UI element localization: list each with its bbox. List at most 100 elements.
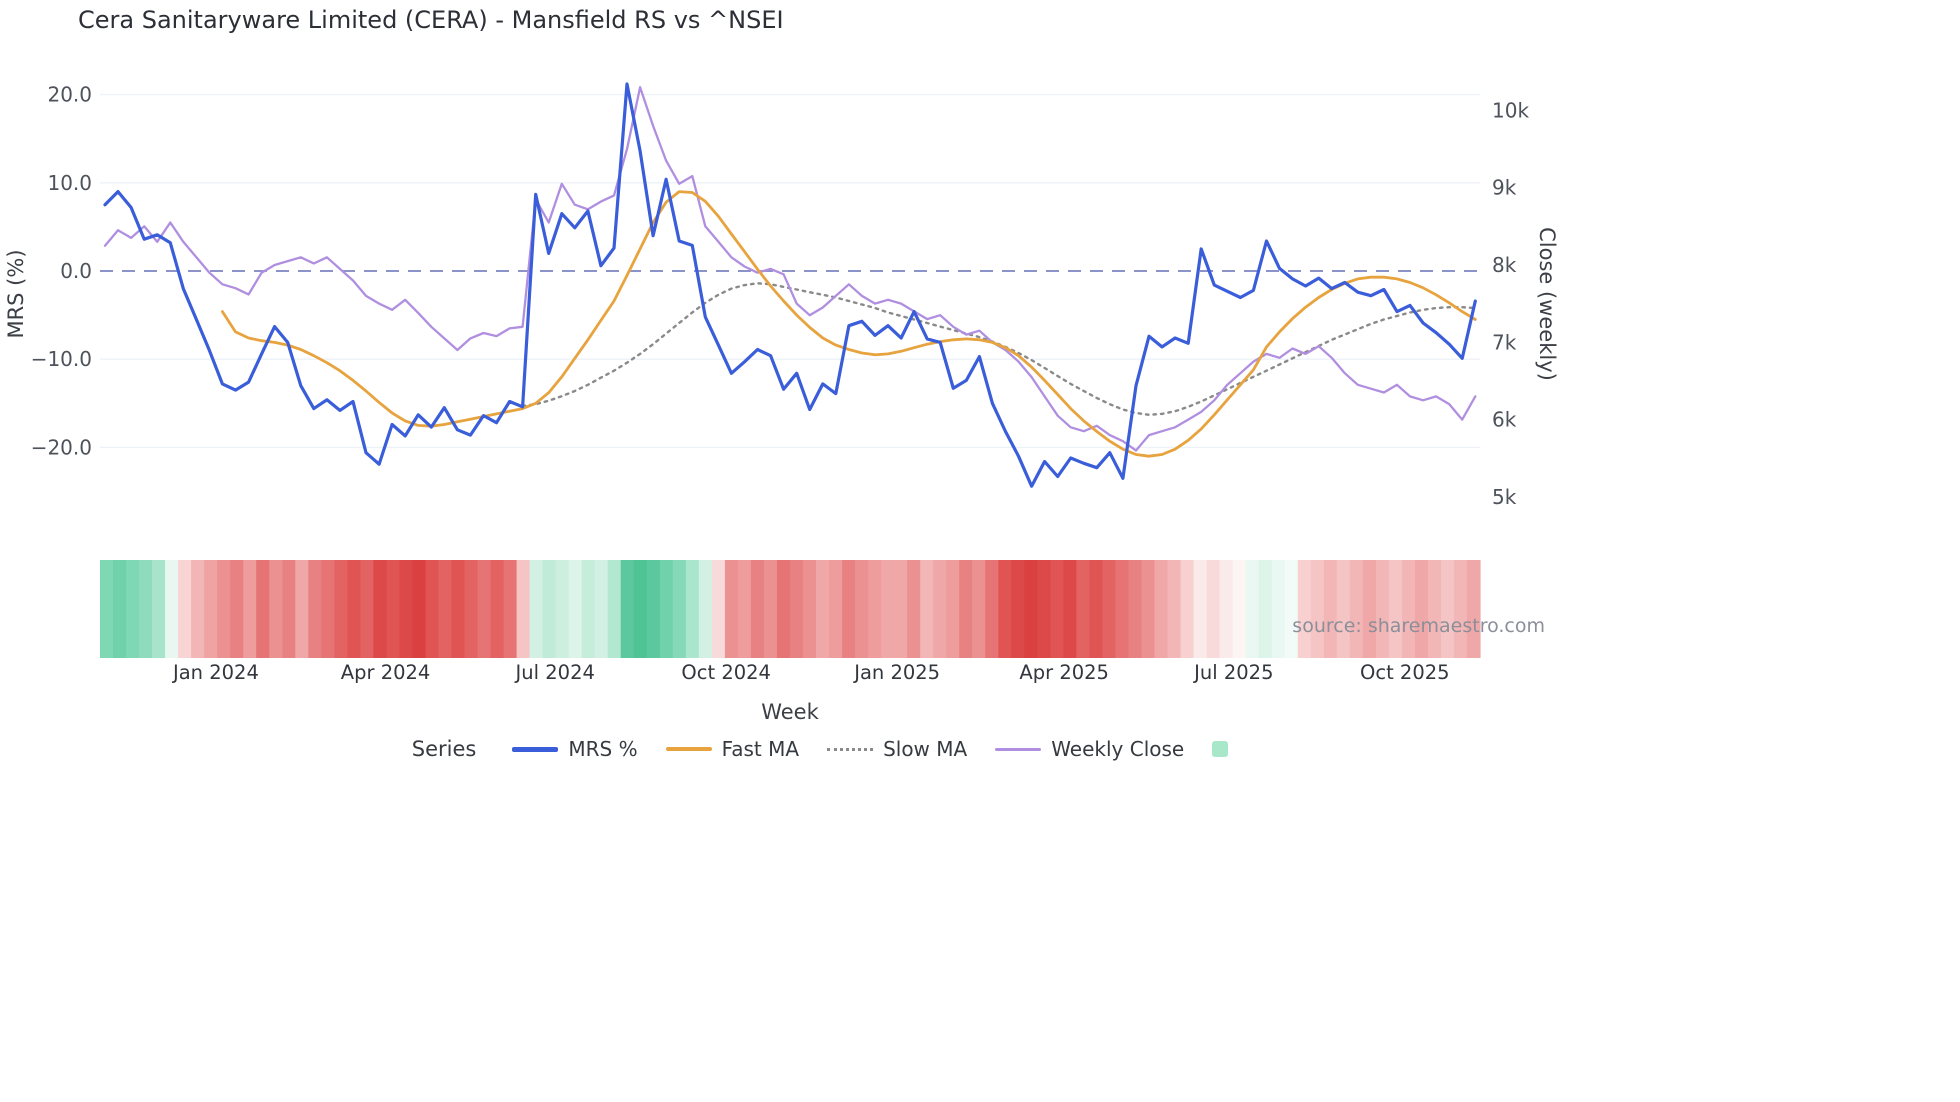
heatmap-cell xyxy=(308,560,322,658)
right-axis-tick-label: 9k xyxy=(1492,176,1517,200)
x-axis-tick-label: Oct 2025 xyxy=(1360,661,1450,684)
heatmap-cell xyxy=(490,560,505,658)
legend-title: Series xyxy=(411,737,477,761)
heatmap-cell xyxy=(724,560,739,658)
legend-line-sample xyxy=(995,747,1042,751)
heatmap-cell xyxy=(972,560,986,658)
heatmap-cell xyxy=(438,560,453,658)
legend-line-sample xyxy=(827,747,874,751)
heatmap-cell xyxy=(1037,560,1051,658)
heatmap-cell xyxy=(998,560,1012,658)
heatmap-cell xyxy=(282,560,296,658)
heatmap-cell xyxy=(1180,560,1195,658)
legend-item-label: Slow MA xyxy=(883,737,968,761)
heatmap-cell xyxy=(816,560,830,658)
series-line-slow-ma xyxy=(521,282,1477,416)
x-axis-tick-label: Jul 2025 xyxy=(1192,661,1273,684)
heatmap-cell xyxy=(1245,560,1260,658)
heatmap-cell xyxy=(1193,560,1208,658)
heatmap-cell xyxy=(1466,560,1481,658)
heatmap-cell xyxy=(737,560,752,658)
heatmap-cell xyxy=(1375,560,1390,658)
heatmap-cell xyxy=(243,560,257,658)
heatmap-cell xyxy=(829,560,843,658)
legend-item-weekly-close: Weekly Close xyxy=(995,737,1184,761)
heatmap-cell xyxy=(1206,560,1221,658)
heatmap-cell xyxy=(1440,560,1455,658)
heatmap-cell xyxy=(555,560,570,658)
heatmap-cell xyxy=(373,560,388,658)
legend-item-fast-ma: Fast MA xyxy=(665,737,800,761)
legend-heat-swatch xyxy=(1212,741,1229,757)
legend-item-label: Fast MA xyxy=(721,737,800,761)
heatmap-cell xyxy=(1271,560,1286,658)
x-axis-tick-label: Jan 2024 xyxy=(171,661,259,684)
source-watermark: source: sharemaestro.com xyxy=(1292,615,1545,637)
heatmap-cell xyxy=(1024,560,1038,658)
series-line-weekly-close xyxy=(103,86,1477,452)
heatmap-cell xyxy=(464,560,479,658)
heatmap-cell xyxy=(594,560,609,658)
heatmap-cell xyxy=(920,560,934,658)
heatmap-cell xyxy=(295,560,309,658)
heatmap-cell xyxy=(529,560,544,658)
heatmap-cell xyxy=(803,560,817,658)
heatmap-cell xyxy=(868,560,882,658)
heatmap-cell xyxy=(1050,560,1064,658)
heatmap-cell xyxy=(347,560,361,658)
heatmap-cell xyxy=(425,560,440,658)
right-axis-tick-label: 10k xyxy=(1492,98,1529,122)
heatmap-cell xyxy=(451,560,466,658)
heatmap-cell xyxy=(126,560,140,658)
heatmap-cell xyxy=(672,560,687,658)
chart-title: Cera Sanitaryware Limited (CERA) - Mansf… xyxy=(78,6,784,34)
right-axis-tick-label: 6k xyxy=(1492,408,1517,432)
left-axis-tick-label: 10.0 xyxy=(47,171,92,195)
heatmap-cell xyxy=(1167,560,1182,658)
heatmap-cell xyxy=(685,560,700,658)
heatmap-cell xyxy=(842,560,856,658)
heatmap-cell xyxy=(750,560,765,658)
heatmap-cell xyxy=(503,560,518,658)
heatmap-cell xyxy=(633,560,648,658)
heatmap-cell xyxy=(321,560,335,658)
heatmap-cell xyxy=(1336,560,1351,658)
heatmap-cell xyxy=(855,560,869,658)
heatmap-cell xyxy=(711,560,726,658)
x-axis-tick-label: Oct 2024 xyxy=(681,661,771,684)
x-axis-title: Week xyxy=(761,700,819,724)
heatmap-cell xyxy=(1401,560,1416,658)
legend-item-mrs: MRS % xyxy=(512,737,638,761)
heatmap-cell xyxy=(1284,560,1299,658)
heatmap-cell xyxy=(230,560,244,658)
heatmap-cell xyxy=(217,560,231,658)
heatmap-cell xyxy=(763,560,778,658)
heatmap-cell xyxy=(790,560,804,658)
x-axis-tick-label: Jan 2025 xyxy=(852,661,940,684)
legend: Series MRS % Fast MA Slow MA Weekly Close xyxy=(0,737,1640,761)
heatmap-cell xyxy=(1453,560,1468,658)
heatmap-cell xyxy=(1115,560,1130,658)
legend-items: MRS % Fast MA Slow MA Weekly Close xyxy=(512,737,1229,761)
heatmap-cell xyxy=(256,560,270,658)
heatmap-cell xyxy=(933,560,947,658)
heatmap-cell xyxy=(204,560,218,658)
heatmap-cell xyxy=(1362,560,1377,658)
heatmap-cell xyxy=(1154,560,1169,658)
heatmap-cell xyxy=(1297,560,1312,658)
heatmap-cell xyxy=(191,560,205,658)
heatmap-cell xyxy=(1141,560,1156,658)
heatmap-cell xyxy=(516,560,531,658)
heatmap-cell xyxy=(113,560,127,658)
legend-item-label: Weekly Close xyxy=(1051,737,1185,761)
heatmap-cell xyxy=(1219,560,1234,658)
heatmap-cell xyxy=(646,560,661,658)
heatmap-cell xyxy=(269,560,283,658)
heatmap-cell xyxy=(1414,560,1429,658)
heatmap-cell xyxy=(152,560,166,658)
legend-item-label: MRS % xyxy=(568,737,638,761)
legend-item-slow-ma: Slow MA xyxy=(827,737,967,761)
heatmap-cell xyxy=(1388,560,1403,658)
x-axis-tick-label: Apr 2024 xyxy=(341,661,431,684)
heatmap-cell xyxy=(894,560,908,658)
